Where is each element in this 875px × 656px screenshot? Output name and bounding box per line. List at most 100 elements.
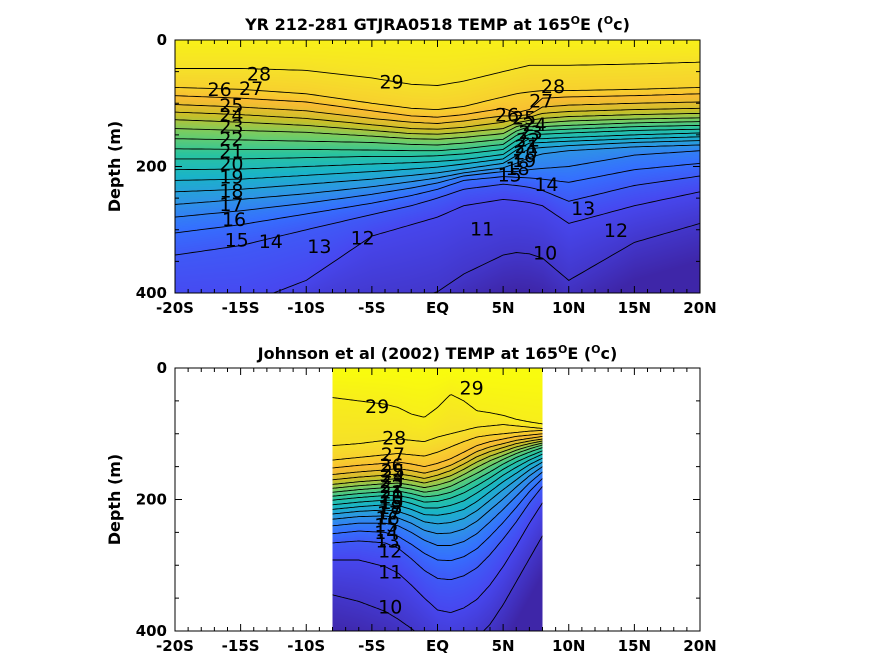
bottom-panel: 29 29 282726252423222120191817161514131211… [105,343,717,656]
contour-label: 23 [379,471,403,493]
isotherm-29 [332,394,543,425]
contour-label: 20 [513,142,537,164]
x-tick-label: -20S [156,637,194,655]
isotherm-18 [332,453,543,509]
contour-label: 10 [533,242,557,264]
x-axis: -20S -15S -10S -5S EQ 5N 10N 15N 20N [156,368,717,655]
isotherm-22 [175,117,700,140]
contour-label: 13 [307,236,331,258]
y-tick-label: 400 [136,622,167,640]
contour-label: 25 [381,460,405,482]
x-tick-label: -10S [287,637,325,655]
contour-lines [175,61,700,293]
contour-label: 20 [219,154,243,176]
isotherm-27 [332,430,543,461]
temperature-field [175,40,700,293]
y-axis-label: Depth (m) [105,454,124,546]
contour-label: 18 [378,497,402,519]
contour-label: 24 [219,104,243,126]
isotherm-10 [332,535,543,631]
contour-label: 23 [519,122,543,144]
x-tick-label: 20N [683,637,716,655]
contour-label: 29 [379,72,403,94]
contour-label: 22 [516,130,540,152]
contour-label: 25 [512,108,536,130]
y-tick-label: 0 [157,31,167,49]
contour-label: 26 [208,79,232,101]
isotherm-20 [175,124,700,152]
chart-title: Johnson et al (2002) TEMP at 165OE (Oc) [257,343,618,364]
x-tick-label: EQ [426,637,449,655]
isotherm-14 [332,471,543,546]
x-tick-label: 10N [552,637,585,655]
contour-label: 18 [219,180,243,202]
isotherm-26 [332,433,543,469]
isotherm-15 [332,466,543,535]
x-tick-label: 5N [492,299,515,317]
isotherm-14 [175,150,700,218]
temperature-field [332,368,543,631]
chart-title: YR 212-281 GTJRA0518 TEMP at 165OE (Oc) [244,14,630,35]
contour-label: 14 [374,522,398,544]
isotherm-12 [175,175,700,256]
isotherm-17 [332,457,543,516]
contour-label: 21 [515,136,539,158]
contour-label: 14 [259,231,283,253]
isotherm-28 [175,61,700,86]
isotherm-16 [332,461,543,525]
contour-label: 14 [534,174,558,196]
y-tick-label: 400 [136,284,167,302]
contour-label: 17 [377,502,401,524]
isotherm-17 [175,136,700,181]
contour-label: 12 [351,228,375,250]
contour-label: 20 [379,487,403,509]
isotherm-25 [332,435,543,475]
x-tick-label: 15N [618,299,651,317]
contour-label: 29 [365,396,389,418]
contour-lines [332,394,543,631]
contour-label: 24 [523,114,547,136]
x-tick-label: -15S [222,299,260,317]
contour-label: 19 [219,166,243,188]
isotherm-24 [175,107,700,130]
isotherm-26 [175,93,700,118]
isotherm-13 [332,478,543,562]
isotherm-18 [175,132,700,171]
isotherm-11 [332,502,543,613]
contour-label: 29 [460,378,484,400]
x-tick-label: 10N [552,299,585,317]
x-tick-label: EQ [426,299,449,317]
contour-label: 12 [604,220,628,242]
contour-label: 22 [219,128,243,150]
contour-label: 17 [219,194,243,216]
contour-label: 12 [378,541,402,563]
contour-label: 27 [239,78,263,100]
isotherm-22 [332,442,543,489]
contour-label: 15 [498,164,522,186]
isotherm-12 [332,486,543,581]
contour-labels: 29 29 282726252423222120191817161514131211… [365,378,484,619]
isotherm-23 [332,440,543,485]
y-axis: 0 200 400 [136,31,700,302]
contour-label: 19 [512,150,536,172]
isotherm-13 [175,162,700,234]
contour-label: 28 [247,63,271,85]
y-tick-label: 200 [136,158,167,176]
contour-label: 27 [529,90,553,112]
isotherm-20 [332,447,543,498]
contour-label: 15 [374,514,398,536]
contour-label: 23 [219,116,243,138]
x-tick-label: -15S [222,637,260,655]
contour-label: 24 [381,466,405,488]
y-tick-label: 200 [136,491,167,509]
contour-label: 28 [541,76,565,98]
isotherm-15 [175,144,700,205]
contour-label: 27 [381,444,405,466]
contour-label: 13 [571,198,595,220]
y-tick-label: 0 [157,359,167,377]
isotherm-16 [175,140,700,193]
isotherm-11 [272,191,700,293]
y-axis-label: Depth (m) [105,121,124,213]
isotherm-24 [332,438,543,481]
